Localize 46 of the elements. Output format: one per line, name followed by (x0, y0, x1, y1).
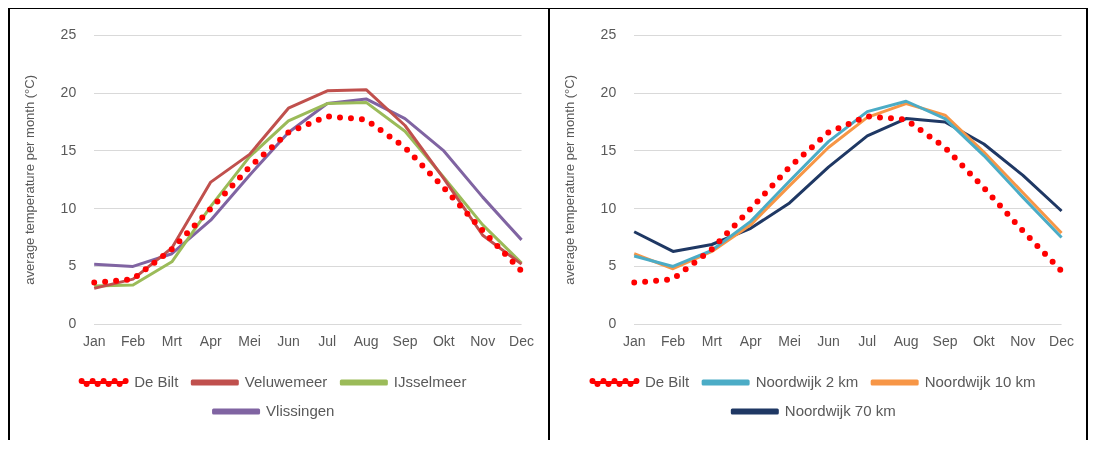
legend-label: Veluwemeer (244, 372, 328, 390)
x-tick-label: Mei (238, 333, 261, 350)
y-tick-label: 10 (600, 199, 617, 216)
x-tick-label: Feb (660, 333, 686, 350)
x-tick-label: Mrt (701, 333, 723, 350)
y-tick-label: 15 (600, 141, 617, 158)
legend-label: De Bilt (134, 372, 180, 390)
x-tick-label: Mrt (161, 333, 183, 350)
x-tick-label: Feb (120, 333, 146, 350)
x-tick-label: Jun (817, 333, 840, 350)
x-tick-label: Jul (318, 333, 337, 350)
y-tick-label: 5 (608, 257, 617, 274)
y-axis-title: average temperature per month (°C) (22, 74, 38, 285)
legend-label: Noordwijk 2 km (755, 372, 859, 390)
x-tick-label: Dec (1049, 333, 1074, 350)
x-tick-label: Sep (392, 333, 418, 350)
x-tick-label: Nov (1010, 333, 1036, 350)
x-tick-label: Jan (622, 333, 646, 350)
legend-label: Noordwijk 10 km (924, 372, 1036, 390)
x-tick-label: Apr (739, 333, 762, 350)
x-tick-label: Jan (82, 333, 106, 350)
x-tick-label: Apr (199, 333, 222, 350)
x-tick-label: Aug (353, 333, 379, 350)
x-tick-label: Aug (893, 333, 919, 350)
legend-label: IJsselmeer (393, 372, 467, 390)
x-tick-label: Okt (972, 333, 995, 350)
legend-label: Noordwijk 70 km (784, 401, 896, 419)
x-tick-label: Okt (432, 333, 455, 350)
y-tick-label: 10 (60, 199, 77, 216)
y-axis-title: average temperature per month (°C) (562, 74, 578, 285)
y-tick-label: 0 (68, 315, 77, 332)
y-tick-label: 25 (600, 26, 617, 43)
y-tick-label: 25 (60, 26, 77, 43)
x-tick-label: Mei (778, 333, 801, 350)
legend-label: De Bilt (644, 372, 690, 390)
y-tick-label: 0 (608, 315, 617, 332)
x-tick-label: Nov (470, 333, 496, 350)
y-tick-label: 15 (60, 141, 77, 158)
x-tick-label: Dec (509, 333, 534, 350)
y-tick-label: 5 (68, 257, 77, 274)
legend-label: Vlissingen (266, 401, 335, 419)
y-tick-label: 20 (60, 84, 77, 101)
x-tick-label: Jun (277, 333, 300, 350)
x-tick-label: Jul (858, 333, 877, 350)
y-tick-label: 20 (600, 84, 617, 101)
x-tick-label: Sep (932, 333, 958, 350)
